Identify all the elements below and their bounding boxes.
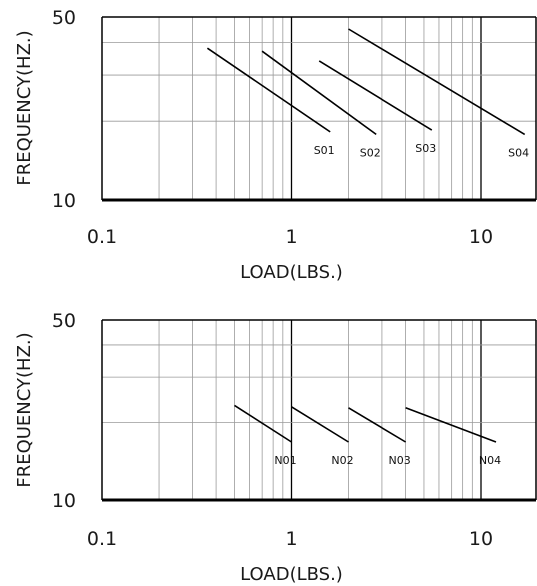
x-tick-label: 0.1 [87, 226, 117, 248]
series-label-s03: S03 [415, 142, 436, 155]
x-tick-label: 0.1 [87, 528, 117, 550]
series-line-n04 [405, 407, 497, 443]
series-line-s01 [206, 47, 331, 133]
y-axis-label: FREQUENCY(HZ.) [14, 30, 35, 185]
series-line-s03 [318, 60, 433, 131]
series-label-s01: S01 [314, 144, 335, 157]
chart-panel-2: 0.1 1 10 10 50 LOAD(LBS.) FREQUENCY(HZ.) N01 N02… [14, 310, 537, 585]
y-axis-label: FREQUENCY(HZ.) [14, 332, 35, 487]
x-tick-label: 10 [469, 226, 493, 248]
series-line-n01 [234, 404, 292, 443]
y-tick-label: 10 [52, 490, 76, 512]
series-label-n02: N02 [331, 454, 353, 467]
y-tick-label: 10 [52, 190, 76, 212]
series-label-n03: N03 [388, 454, 410, 467]
series-line-n03 [348, 407, 407, 443]
series-label-s02: S02 [360, 146, 381, 159]
y-tick-label: 50 [52, 310, 76, 332]
x-tick-label: 10 [469, 528, 493, 550]
series-line-s04 [348, 28, 526, 136]
series-label-s04: S04 [508, 146, 529, 159]
x-tick-label: 1 [285, 528, 297, 550]
y-tick-label: 50 [52, 7, 76, 29]
chart-panel-1: 0.1 1 10 10 50 LOAD(LBS.) FREQUENCY(HZ.) S01 S02… [14, 7, 537, 283]
series-label-n01: N01 [274, 454, 296, 467]
x-tick-label: 1 [285, 226, 297, 248]
series-line-s02 [261, 50, 377, 136]
x-axis-label: LOAD(LBS.) [240, 262, 343, 283]
x-axis-label: LOAD(LBS.) [240, 564, 343, 585]
series-label-n04: N04 [479, 454, 501, 467]
series-line-n02 [291, 406, 349, 443]
